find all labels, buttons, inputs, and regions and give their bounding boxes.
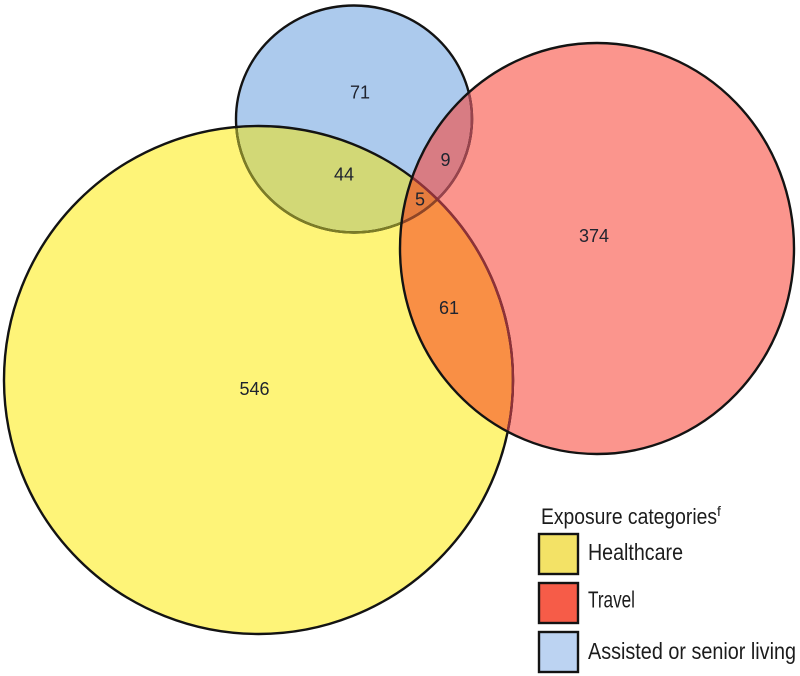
svg-text:9: 9 (440, 150, 450, 170)
svg-text:546: 546 (239, 379, 269, 399)
svg-text:Healthcare: Healthcare (588, 539, 683, 565)
svg-text:5: 5 (415, 190, 425, 210)
svg-text:44: 44 (334, 165, 354, 185)
svg-text:Assisted or senior living: Assisted or senior living (588, 638, 796, 664)
svg-text:71: 71 (350, 83, 370, 103)
svg-text:61: 61 (439, 298, 459, 318)
svg-text:Travel: Travel (588, 587, 635, 613)
svg-text:Exposure categoriesf: Exposure categoriesf (541, 503, 721, 529)
svg-text:374: 374 (579, 226, 609, 246)
